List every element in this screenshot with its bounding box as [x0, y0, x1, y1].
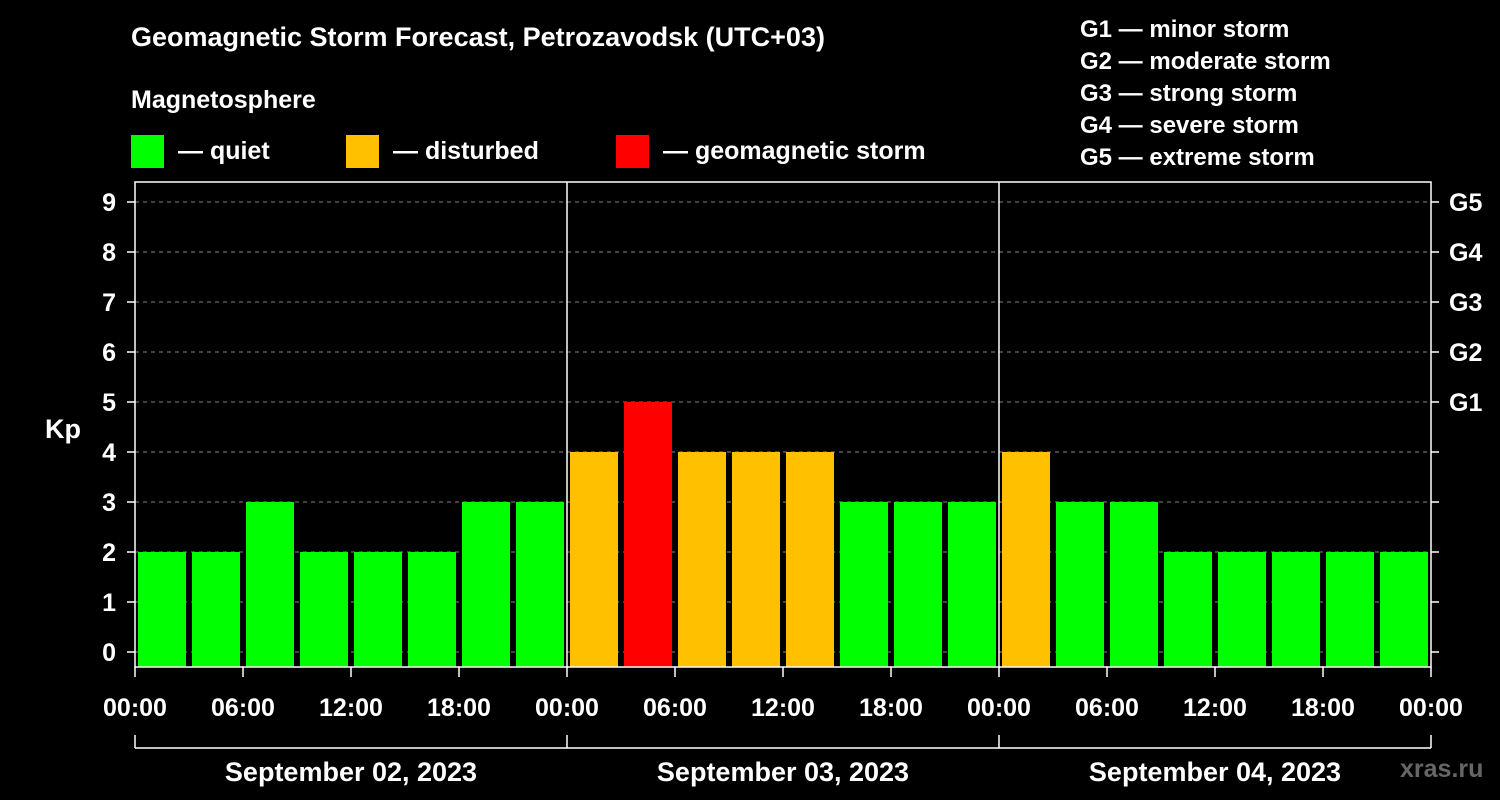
x-tick-label-3: 18:00: [427, 694, 491, 722]
bar-21: [1272, 552, 1320, 667]
y-tick-label-3: 3: [102, 489, 116, 517]
y-tick-label-1: 1: [102, 589, 116, 617]
bar-6: [462, 502, 510, 667]
watermark: xras.ru: [1400, 755, 1484, 783]
bar-23: [1380, 552, 1428, 667]
bar-11: [732, 452, 780, 667]
g-scale-g2: G2 — moderate storm: [1080, 48, 1331, 75]
legend-label-quiet: — quiet: [178, 136, 270, 165]
bar-16: [1002, 452, 1050, 667]
x-tick-label-0: 00:00: [103, 694, 167, 722]
y-tick-label-6: 6: [102, 339, 116, 367]
y-tick-label-9: 9: [102, 189, 116, 217]
bar-3: [300, 552, 348, 667]
day-label-1: September 03, 2023: [657, 757, 909, 787]
legend-title: Magnetosphere: [131, 86, 316, 114]
legend-label-disturbed: — disturbed: [393, 136, 539, 165]
bar-17: [1056, 502, 1104, 667]
day-label-0: September 02, 2023: [225, 757, 477, 787]
bar-5: [408, 552, 456, 667]
bar-13: [840, 502, 888, 667]
bar-22: [1326, 552, 1374, 667]
legend-item-disturbed: — disturbed: [346, 134, 539, 168]
x-tick-label-12: 00:00: [1399, 694, 1463, 722]
y-tick-label-4: 4: [102, 439, 116, 467]
right-tick-label-g2: G2: [1449, 339, 1482, 367]
legend-label-storm: — geomagnetic storm: [663, 136, 926, 165]
y-tick-label-7: 7: [102, 289, 116, 317]
x-tick-label-8: 00:00: [967, 694, 1031, 722]
legend-swatch-storm: [616, 134, 649, 168]
bar-12: [786, 452, 834, 667]
x-tick-label-10: 12:00: [1183, 694, 1247, 722]
x-tick-label-1: 06:00: [211, 694, 275, 722]
legend-item-quiet: — quiet: [131, 134, 270, 168]
x-tick-label-4: 00:00: [535, 694, 599, 722]
legend-swatch-quiet: [131, 134, 164, 168]
bar-15: [948, 502, 996, 667]
right-tick-label-g3: G3: [1449, 289, 1482, 317]
bar-20: [1218, 552, 1266, 667]
g-scale-g4: G4 — severe storm: [1080, 112, 1299, 139]
x-tick-label-6: 12:00: [751, 694, 815, 722]
x-tick-label-5: 06:00: [643, 694, 707, 722]
x-tick-label-2: 12:00: [319, 694, 383, 722]
day-label-2: September 04, 2023: [1089, 757, 1341, 787]
x-tick-label-7: 18:00: [859, 694, 923, 722]
chart-title: Geomagnetic Storm Forecast, Petrozavodsk…: [131, 22, 825, 52]
legend-item-storm: — geomagnetic storm: [616, 134, 926, 168]
x-tick-label-11: 18:00: [1291, 694, 1355, 722]
right-tick-label-g1: G1: [1449, 389, 1482, 417]
bar-8: [570, 452, 618, 667]
bar-10: [678, 452, 726, 667]
right-tick-label-g5: G5: [1449, 189, 1482, 217]
bar-18: [1110, 502, 1158, 667]
bar-2: [246, 502, 294, 667]
g-scale-g3: G3 — strong storm: [1080, 80, 1298, 107]
y-tick-label-0: 0: [102, 639, 116, 667]
bar-7: [516, 502, 564, 667]
g-scale-legend: G1 — minor storm G2 — moderate storm G3 …: [1080, 14, 1331, 174]
right-tick-label-g4: G4: [1449, 239, 1482, 267]
legend-swatch-disturbed: [346, 134, 379, 168]
bar-1: [192, 552, 240, 667]
bar-0: [138, 552, 186, 667]
bar-19: [1164, 552, 1212, 667]
y-tick-label-8: 8: [102, 239, 116, 267]
bar-14: [894, 502, 942, 667]
bar-4: [354, 552, 402, 667]
bar-9: [624, 402, 672, 667]
g-scale-g1: G1 — minor storm: [1080, 16, 1290, 43]
y-tick-label-2: 2: [102, 539, 116, 567]
y-tick-label-5: 5: [102, 389, 116, 417]
x-tick-label-9: 06:00: [1075, 694, 1139, 722]
g-scale-g5: G5 — extreme storm: [1080, 144, 1315, 171]
y-axis-label: Kp: [45, 414, 81, 444]
